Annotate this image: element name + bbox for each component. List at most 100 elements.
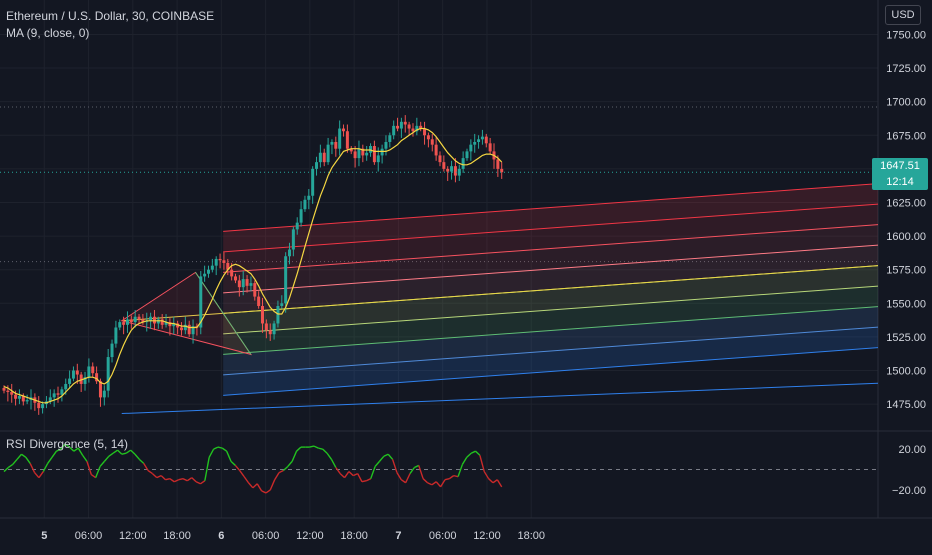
candle-body (388, 135, 392, 142)
candle-body (484, 136, 488, 144)
candle-body (133, 316, 137, 323)
candle-body (477, 139, 481, 142)
rsi-line-segment (3, 466, 9, 473)
price-tick-label: 1475.00 (886, 399, 926, 411)
candle-body (264, 323, 268, 331)
candle-body (179, 327, 183, 331)
candle-body (453, 166, 457, 176)
pitchfork-outer-line (121, 382, 878, 415)
rsi-line-segment (256, 483, 263, 492)
time-tick-label: 18:00 (517, 530, 545, 542)
rsi-line-segment (274, 472, 280, 481)
pitchfork-band (223, 286, 878, 355)
candle-body (187, 324, 191, 335)
candle-body (110, 343, 114, 358)
rsi-line-segment (444, 478, 450, 481)
rsi-line-segment (29, 463, 36, 473)
candle-body (68, 378, 72, 384)
rsi-line-segment (195, 481, 201, 485)
candle-body (102, 390, 106, 398)
rsi-line-segment (278, 469, 284, 474)
candle-body (426, 135, 430, 140)
candle-body (199, 276, 203, 328)
candles-group (2, 115, 504, 415)
candle-body (87, 366, 91, 378)
candle-body (403, 121, 407, 125)
rsi-line-segment (239, 470, 245, 478)
rsi-line-segment (387, 453, 394, 460)
candle-body (315, 162, 319, 169)
rsi-line-segment (34, 472, 40, 479)
rsi-line-segment (366, 478, 372, 482)
pitchfork-line (223, 285, 878, 335)
candle-body (168, 322, 172, 327)
rsi-line-segment (313, 445, 319, 449)
candle-body (91, 366, 95, 374)
currency-badge[interactable]: USD (885, 5, 921, 25)
rsi-line-segment (396, 472, 402, 481)
rsi-line-segment (178, 478, 184, 481)
rsi-line-segment (47, 456, 53, 464)
candle-body (392, 125, 396, 136)
chart-title: Ethereum / U.S. Dollar, 30, COINBASE (6, 9, 215, 23)
rsi-line-segment (234, 464, 241, 471)
price-tick-label: 1725.00 (886, 63, 926, 75)
rsi-line-segment (470, 450, 476, 454)
rsi-line-segment (16, 453, 22, 460)
rsi-line-segment (182, 478, 188, 482)
candle-body (291, 229, 295, 250)
time-tick-label: 12:00 (473, 530, 501, 542)
candle-body (353, 151, 357, 159)
candle-body (496, 159, 500, 169)
pitchfork-band (223, 306, 878, 375)
candle-body (141, 319, 145, 323)
candle-body (176, 323, 180, 328)
candle-body (75, 370, 79, 375)
rsi-line-segment (330, 459, 337, 468)
candle-body (17, 396, 21, 399)
candle-body (349, 148, 353, 152)
rsi-line-segment (103, 455, 110, 462)
candle-body (415, 125, 419, 132)
time-tick-label: 5 (41, 530, 47, 542)
candle-body (288, 249, 292, 257)
rsi-line-segment (42, 463, 49, 472)
rsi-line-segment (492, 479, 498, 484)
candle-body (114, 327, 118, 344)
price-tick-label: 1550.00 (886, 298, 926, 310)
candle-body (345, 131, 349, 149)
rsi-line-segment (73, 447, 79, 452)
candle-body (311, 168, 315, 196)
candle-body (268, 330, 272, 335)
rsi-line-segment (422, 478, 428, 484)
rsi-line-segment (130, 449, 136, 455)
ma-indicator-label: MA (9, close, 0) (6, 26, 90, 40)
rsi-line-segment (291, 450, 298, 462)
last-price-tag: 1647.51 12:14 (872, 158, 928, 190)
rsi-line-segment (69, 446, 75, 452)
candle-body (10, 392, 14, 395)
candle-body (380, 148, 384, 156)
pitchfork-band (223, 327, 878, 396)
rsi-line-segment (418, 465, 424, 479)
rsi-line-segment (309, 445, 315, 448)
rsi-line-segment (370, 466, 376, 479)
rsi-line-segment (200, 480, 206, 485)
time-tick-label: 06:00 (252, 530, 280, 542)
candle-body (137, 316, 141, 320)
candle-body (129, 319, 133, 323)
candle-body (6, 390, 10, 393)
candle-body (461, 158, 465, 169)
price-tick-label: 1700.00 (886, 97, 926, 109)
rsi-line-segment (169, 478, 175, 483)
candle-body (230, 269, 234, 277)
candle-body (307, 195, 311, 200)
rsi-line-segment (143, 463, 149, 471)
candle-body (423, 128, 427, 136)
candle-body (299, 209, 303, 223)
candle-body (237, 280, 241, 288)
rsi-line-segment (339, 473, 346, 479)
rsi-line-segment (252, 483, 258, 489)
